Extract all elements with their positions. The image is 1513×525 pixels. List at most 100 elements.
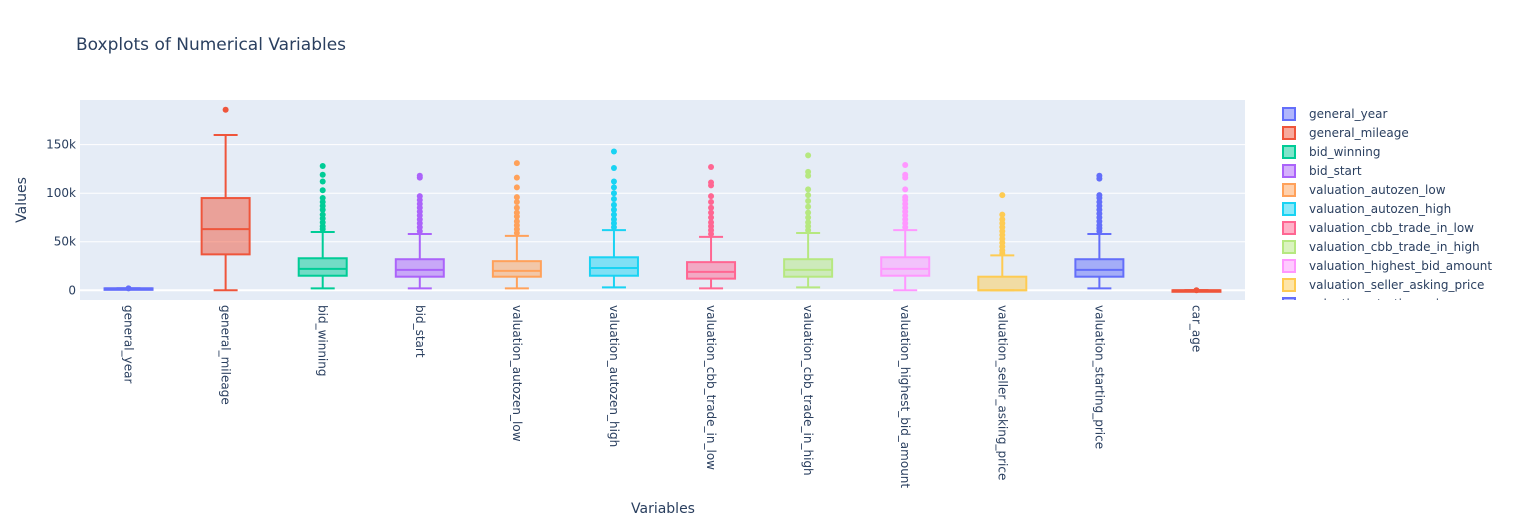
iqr-box <box>686 261 737 280</box>
legend-swatch <box>1282 297 1296 300</box>
outlier-point <box>610 201 617 208</box>
legend-item-valuation_autozen_low[interactable]: valuation_autozen_low <box>1282 183 1446 197</box>
x-tick-labels: general_year general_mileage bid_winning bi… <box>122 305 1204 488</box>
x-axis-title: Variables <box>631 501 695 517</box>
box-valuation_cbb_trade_in_low[interactable] <box>686 163 737 290</box>
legend-item-bid_start[interactable]: bid_start <box>1282 164 1362 178</box>
outlier-point <box>1096 192 1103 199</box>
box-general_mileage[interactable] <box>200 106 251 292</box>
iqr-box <box>297 257 348 277</box>
legend-swatch <box>1282 145 1296 159</box>
outlier-point <box>513 174 520 181</box>
y-axis-title: Values <box>14 177 30 223</box>
legend-swatch <box>1282 164 1296 178</box>
outlier-point <box>805 186 812 193</box>
legend-item-general_year[interactable]: general_year <box>1282 107 1387 121</box>
legend-swatch <box>1282 202 1296 216</box>
legend-label: general_year <box>1309 107 1387 121</box>
box-valuation_starting_price[interactable] <box>1074 172 1125 290</box>
outlier-point <box>319 178 326 185</box>
box-general_year[interactable] <box>103 285 154 292</box>
legend-item-bid_winning[interactable]: bid_winning <box>1282 145 1380 159</box>
outlier-point <box>805 219 812 226</box>
outlier-point <box>708 193 715 200</box>
outlier-point <box>902 194 909 201</box>
outlier-point <box>610 178 617 185</box>
outlier-point <box>805 209 812 216</box>
outlier-point <box>513 194 520 201</box>
x-tick-label: valuation_highest_bid_amount <box>898 305 912 488</box>
iqr-box <box>1074 258 1125 278</box>
box-valuation_seller_asking_price[interactable] <box>977 192 1028 292</box>
y-tick-label: 150k <box>46 138 76 152</box>
box-bid_winning[interactable] <box>297 163 348 290</box>
outlier-point <box>319 171 326 178</box>
chart-title: Boxplots of Numerical Variables <box>76 35 346 55</box>
x-tick-label: valuation_starting_price <box>1092 305 1106 449</box>
legend-swatch <box>1282 221 1296 235</box>
outlier-point <box>805 214 812 221</box>
iqr-box <box>394 258 445 278</box>
iqr-box <box>977 275 1028 292</box>
outlier-point <box>513 204 520 211</box>
legend-item-valuation_cbb_trade_in_high[interactable]: valuation_cbb_trade_in_high <box>1282 240 1480 254</box>
outlier-point <box>319 195 326 202</box>
box-bid_start[interactable] <box>394 172 445 290</box>
legend-swatch <box>1282 259 1296 273</box>
legend-item-general_mileage[interactable]: general_mileage <box>1282 126 1409 140</box>
outlier-point <box>708 219 715 226</box>
legend-item-valuation_autozen_high[interactable]: valuation_autozen_high <box>1282 202 1451 216</box>
outlier-point <box>319 211 326 218</box>
outlier-point <box>513 198 520 205</box>
legend-item-valuation_highest_bid_amount[interactable]: valuation_highest_bid_amount <box>1282 259 1492 273</box>
legend-label: valuation_autozen_low <box>1309 183 1446 197</box>
box-car_age[interactable] <box>1171 287 1222 294</box>
x-tick-label: valuation_seller_asking_price <box>995 305 1009 480</box>
legend-swatch <box>1283 317 1295 329</box>
box-series <box>103 106 1222 294</box>
plot-area <box>80 100 1245 300</box>
legend-label: valuation_starting_price <box>1309 297 1453 311</box>
legend-label: valuation_cbb_trade_in_high <box>1309 240 1480 254</box>
y-tick-label: 100k <box>46 186 76 200</box>
box-valuation_cbb_trade_in_high[interactable] <box>783 152 834 289</box>
outlier-point <box>999 216 1006 223</box>
outlier-point <box>319 187 326 194</box>
outlier-point <box>805 152 812 159</box>
legend-item-valuation_seller_asking_price[interactable]: valuation_seller_asking_price <box>1282 278 1484 292</box>
outlier-point <box>708 163 715 170</box>
legend-swatch <box>1282 126 1296 140</box>
legend-label: bid_winning <box>1309 145 1380 159</box>
legend-swatch <box>1282 107 1296 121</box>
outlier-point <box>513 160 520 167</box>
outlier-point <box>610 216 617 223</box>
outlier-point <box>805 168 812 175</box>
outlier-point <box>513 218 520 225</box>
legend-item-car_age[interactable]: car_age <box>1283 316 1356 330</box>
outlier-point <box>902 186 909 193</box>
box-valuation_autozen_low[interactable] <box>491 160 542 290</box>
outlier-point <box>610 184 617 191</box>
box-valuation_highest_bid_amount[interactable] <box>880 162 931 292</box>
outlier-point <box>513 209 520 216</box>
legend-item-valuation_cbb_trade_in_low[interactable]: valuation_cbb_trade_in_low <box>1282 221 1474 235</box>
outlier-point <box>610 196 617 203</box>
box-valuation_autozen_high[interactable] <box>588 148 639 289</box>
legend-label: valuation_seller_asking_price <box>1309 278 1484 292</box>
outlier-point <box>610 211 617 218</box>
outlier-point <box>708 198 715 205</box>
y-tick-labels: 0 50k 100k 150k <box>46 138 76 298</box>
legend-label: valuation_highest_bid_amount <box>1309 259 1492 273</box>
legend-swatch <box>1282 183 1296 197</box>
outlier-point <box>805 203 812 210</box>
legend[interactable]: general_year general_mileage bid_winningbi… <box>1282 107 1492 330</box>
outlier-point <box>610 164 617 171</box>
iqr-box <box>200 197 251 256</box>
outlier-point <box>902 171 909 178</box>
x-tick-label: valuation_cbb_trade_in_low <box>704 305 718 470</box>
legend-item-valuation_starting_price[interactable]: valuation_starting_price <box>1282 297 1453 311</box>
iqr-box <box>588 256 639 277</box>
outlier-point <box>999 211 1006 218</box>
x-tick-label: valuation_cbb_trade_in_high <box>801 305 815 476</box>
